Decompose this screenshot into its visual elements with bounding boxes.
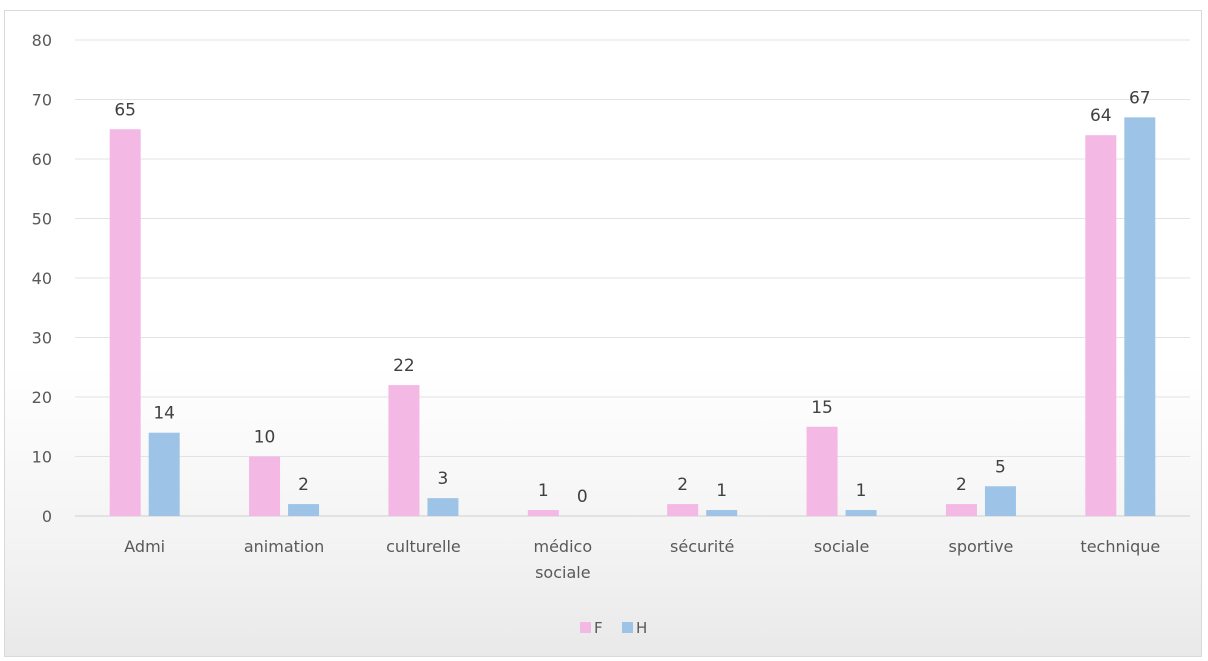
bar-f [109, 129, 141, 516]
data-label-f: 15 [811, 398, 833, 418]
y-tick-label: 50 [32, 210, 52, 229]
data-label-f: 10 [254, 428, 276, 448]
category-label: sociale [535, 563, 590, 582]
data-label-h: 3 [438, 469, 449, 489]
y-tick-label: 40 [32, 269, 52, 288]
bar-f [945, 504, 977, 516]
legend-label-h: H [636, 619, 647, 637]
data-label-h: 5 [995, 457, 1006, 477]
bar-f [388, 385, 420, 516]
bar-h [1124, 117, 1156, 516]
data-label-h: 14 [153, 404, 175, 424]
bar-h [148, 432, 180, 516]
y-tick-label: 70 [32, 91, 52, 110]
y-tick-label: 10 [32, 448, 52, 467]
data-label-h: 67 [1129, 88, 1151, 108]
data-label-f: 2 [677, 475, 688, 495]
y-tick-label: 0 [42, 507, 52, 526]
x-axis-categories: Admi animation culturelle médico sociale sécu… [124, 537, 1160, 582]
bar-f [527, 510, 559, 516]
gridlines [75, 39, 1190, 517]
category-label: sécurité [670, 537, 734, 556]
chart-area [4, 10, 1202, 657]
y-tick-label: 60 [32, 150, 52, 169]
bar-h [288, 504, 320, 516]
category-label: sportive [948, 537, 1013, 556]
bar-f [806, 426, 838, 516]
data-label-h: 2 [298, 475, 309, 495]
legend-label-f: F [594, 619, 603, 637]
category-label: culturelle [386, 537, 461, 556]
bar-h [845, 510, 877, 516]
data-label-f: 22 [393, 356, 415, 376]
data-label-h: 1 [716, 481, 727, 501]
y-tick-label: 80 [32, 31, 52, 50]
category-label: Admi [124, 537, 165, 556]
data-label-f: 65 [114, 100, 136, 120]
y-tick-label: 30 [32, 329, 52, 348]
data-label-f: 1 [538, 481, 549, 501]
bar-h [984, 486, 1016, 516]
data-label-h: 0 [577, 487, 588, 507]
bar-h [706, 510, 738, 516]
bar-f [1085, 135, 1117, 516]
bar-f [667, 504, 699, 516]
data-label-f: 64 [1090, 106, 1112, 126]
y-axis-ticks: 0 10 20 30 40 50 60 70 80 [32, 31, 52, 526]
category-label: animation [244, 537, 324, 556]
category-label: technique [1080, 537, 1160, 556]
data-label-h: 1 [856, 481, 867, 501]
category-label: sociale [814, 537, 869, 556]
bars [109, 117, 1156, 516]
y-tick-label: 20 [32, 388, 52, 407]
category-label: médico [534, 537, 593, 556]
legend-swatch-f [580, 622, 591, 633]
bar-f [249, 456, 281, 516]
data-label-f: 2 [956, 475, 967, 495]
legend-swatch-h [622, 622, 633, 633]
bar-h [427, 498, 459, 516]
